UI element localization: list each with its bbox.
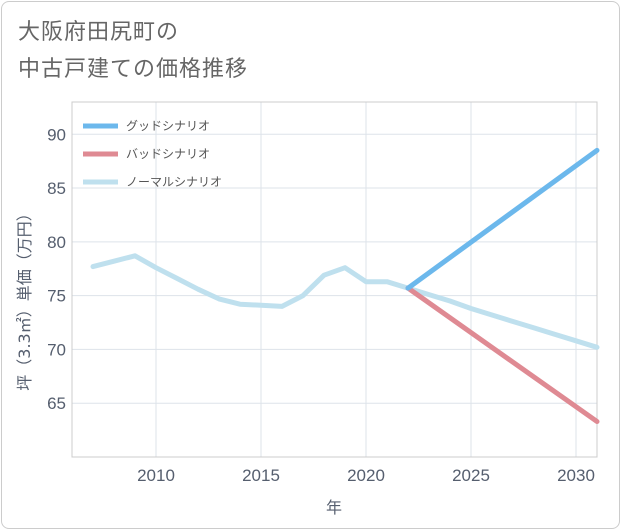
x-tick-label: 2015 (242, 466, 280, 485)
x-tick-label: 2010 (137, 466, 175, 485)
chart-title-line-2: 中古戸建ての価格推移 (18, 57, 249, 82)
y-tick-label: 90 (47, 125, 66, 144)
y-tick-label: 70 (47, 340, 66, 359)
chart-title: 大阪府田尻町の 中古戸建ての価格推移 (18, 14, 418, 88)
y-tick-label: 75 (47, 287, 66, 306)
legend-label: グッドシナリオ (126, 119, 210, 133)
y-tick-label: 65 (47, 394, 66, 413)
tick-labels: 2010 2015 2020 2025 2030 65 70 75 80 85 90 (47, 125, 595, 485)
y-tick-label: 80 (47, 233, 66, 252)
series-lines (90, 147, 600, 424)
legend-label: ノーマルシナリオ (126, 175, 222, 189)
series-line-2 (90, 253, 600, 350)
y-tick-label: 85 (47, 179, 66, 198)
x-tick-label: 2030 (557, 466, 595, 485)
series-line-1 (405, 285, 600, 424)
chart-title-line-1: 大阪府田尻町の (18, 20, 180, 45)
x-tick-label: 2025 (452, 466, 490, 485)
x-tick-label: 2020 (347, 466, 385, 485)
series-line-0 (405, 147, 600, 291)
y-axis-label: 坪（3.3㎡）単価（万円） (15, 205, 34, 390)
plot-area-border (71, 101, 598, 458)
legend-label: バッドシナリオ (126, 147, 210, 161)
x-axis-label: 年 (326, 498, 342, 517)
